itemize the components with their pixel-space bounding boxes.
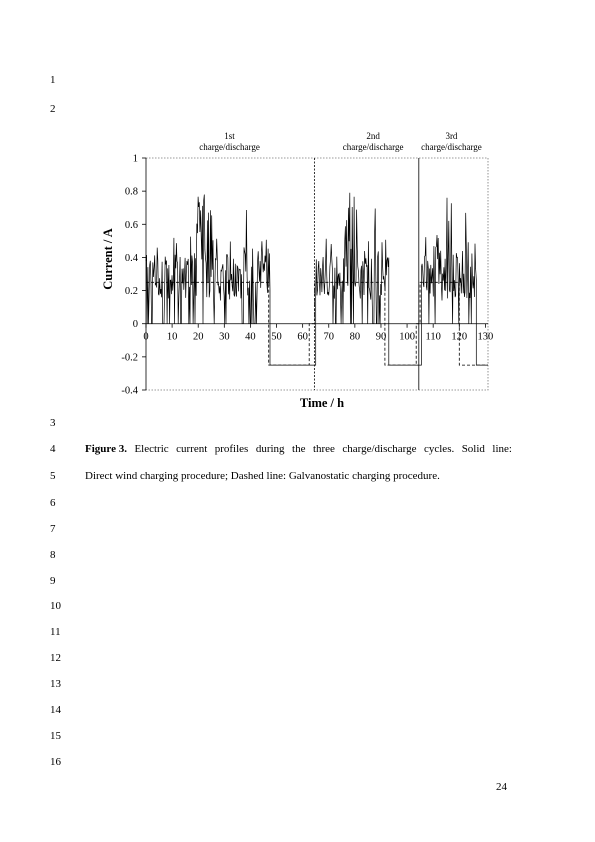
caption-word: profiles bbox=[214, 443, 249, 455]
line-number: 1 bbox=[50, 74, 56, 86]
current-profile-chart: 1 0.8 0.6 0.4 0.2 0 -0.2 -0.4 0 10 20 30 40 50 60 70 80 9… bbox=[101, 131, 494, 410]
line-number: 9 bbox=[50, 575, 56, 587]
cycle-label-number: 1st bbox=[224, 131, 235, 141]
x-tick-label: 120 bbox=[451, 332, 467, 343]
caption-word: three bbox=[312, 443, 335, 455]
plot-border bbox=[146, 157, 489, 391]
x-tick-label: 80 bbox=[350, 332, 361, 343]
y-tick-label: -0.2 bbox=[121, 352, 138, 363]
x-tick-label: 0 bbox=[143, 332, 148, 343]
x-tick-label: 70 bbox=[323, 332, 334, 343]
caption-word: during bbox=[255, 443, 285, 455]
y-tick-label: 0 bbox=[133, 319, 138, 330]
y-tick-label: 0.8 bbox=[125, 187, 138, 198]
line-number: 5 bbox=[50, 470, 56, 482]
line-number: 15 bbox=[50, 730, 61, 742]
caption-word: cycles. bbox=[423, 443, 455, 455]
x-tick-label: 40 bbox=[245, 332, 256, 343]
cycle-label-number: 2nd bbox=[366, 131, 380, 141]
caption-line-2: Direct wind charging procedure; Dashed l… bbox=[85, 470, 440, 482]
caption-line-1: Figure 3. Electric current profiles during t… bbox=[85, 443, 512, 456]
line-number: 4 bbox=[50, 443, 56, 455]
caption-word: Electric bbox=[134, 443, 169, 455]
line-number: 3 bbox=[50, 417, 56, 429]
dashed-series-line bbox=[146, 281, 488, 366]
y-tick-label: 0.2 bbox=[125, 286, 138, 297]
caption-word: the bbox=[292, 443, 306, 455]
x-tick-label: 90 bbox=[376, 332, 387, 343]
y-axis-title: Current / A bbox=[101, 228, 115, 290]
x-tick-label: 10 bbox=[167, 332, 178, 343]
caption-word: Solid bbox=[461, 443, 485, 455]
y-tick-label: -0.4 bbox=[121, 386, 138, 397]
x-tick-label: 100 bbox=[399, 332, 415, 343]
caption-label: Figure 3. bbox=[85, 443, 127, 455]
cycle-label-text: charge/discharge bbox=[343, 142, 404, 152]
line-number: 11 bbox=[50, 626, 61, 638]
line-number: 12 bbox=[50, 652, 61, 664]
caption-word: charge/discharge bbox=[342, 443, 417, 455]
line-number: 14 bbox=[50, 704, 61, 716]
y-tick-label: 1 bbox=[133, 154, 138, 165]
line-number: 10 bbox=[50, 600, 61, 612]
cycle-label-number: 3rd bbox=[445, 131, 457, 141]
x-tick-label: 60 bbox=[297, 332, 308, 343]
x-tick-label: 110 bbox=[425, 332, 440, 343]
x-axis-title: Time / h bbox=[300, 396, 344, 410]
line-number: 7 bbox=[50, 523, 56, 535]
y-tick-label: 0.4 bbox=[125, 253, 139, 264]
line-number: 8 bbox=[50, 549, 56, 561]
line-number: 13 bbox=[50, 678, 61, 690]
x-tick-label: 50 bbox=[271, 332, 282, 343]
page-number: 24 bbox=[496, 781, 507, 793]
solid-series-line bbox=[145, 192, 488, 366]
caption-word: current bbox=[176, 443, 208, 455]
line-number: 16 bbox=[50, 756, 61, 768]
x-tick-label: 30 bbox=[219, 332, 230, 343]
y-tick-label: 0.6 bbox=[125, 220, 138, 231]
cycle-label-text: charge/discharge bbox=[421, 142, 482, 152]
x-tick-label: 20 bbox=[193, 332, 204, 343]
cycle-label-text: charge/discharge bbox=[199, 142, 260, 152]
line-number: 2 bbox=[50, 103, 56, 115]
line-number: 6 bbox=[50, 497, 56, 509]
figure-caption: Figure 3. Electric current profiles during t… bbox=[85, 443, 512, 456]
caption-word: line: bbox=[492, 443, 512, 455]
x-tick-label: 130 bbox=[478, 332, 494, 343]
